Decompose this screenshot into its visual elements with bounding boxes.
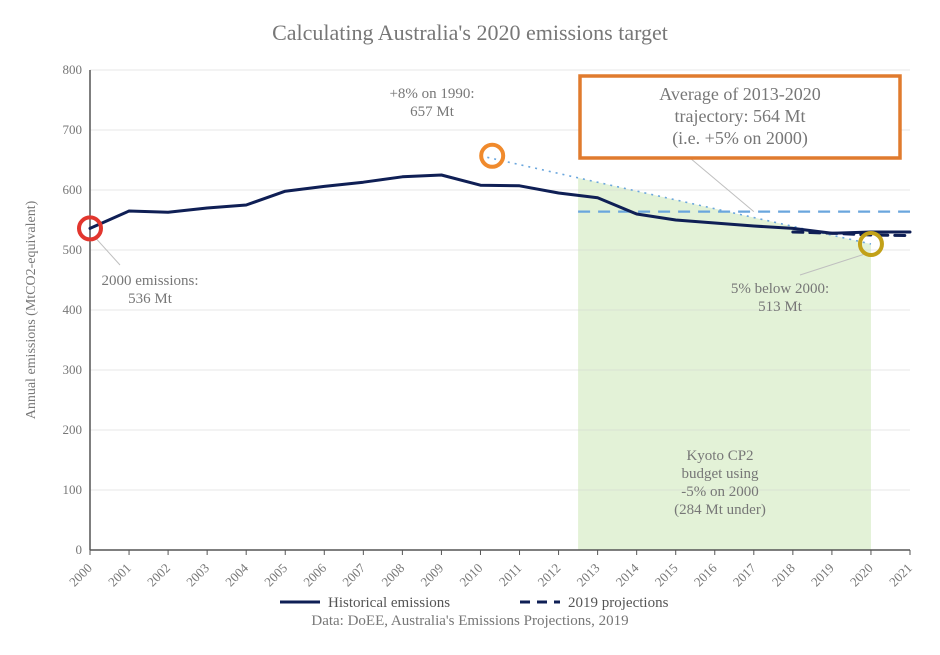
svg-text:+8% on 1990:: +8% on 1990:: [389, 86, 474, 102]
svg-text:800: 800: [63, 62, 83, 77]
svg-text:100: 100: [63, 482, 83, 497]
svg-text:536 Mt: 536 Mt: [128, 291, 173, 307]
svg-text:500: 500: [63, 242, 83, 257]
svg-text:300: 300: [63, 362, 83, 377]
svg-text:Kyoto CP2: Kyoto CP2: [686, 448, 753, 464]
svg-text:(i.e. +5% on 2000): (i.e. +5% on 2000): [672, 128, 808, 149]
svg-text:400: 400: [63, 302, 83, 317]
svg-text:trajectory: 564 Mt: trajectory: 564 Mt: [675, 106, 806, 126]
emissions-chart: 1002003004005006007008000200020012002200…: [0, 0, 940, 655]
svg-text:2019 projections: 2019 projections: [568, 595, 669, 611]
svg-text:Historical emissions: Historical emissions: [328, 595, 450, 611]
svg-text:5% below 2000:: 5% below 2000:: [731, 281, 829, 297]
svg-text:657 Mt: 657 Mt: [410, 104, 455, 120]
svg-text:budget using: budget using: [681, 466, 759, 482]
svg-text:700: 700: [63, 122, 83, 137]
svg-text:0: 0: [76, 542, 83, 557]
svg-text:Average of 2013-2020: Average of 2013-2020: [659, 84, 821, 104]
svg-text:513 Mt: 513 Mt: [758, 299, 803, 315]
svg-text:Annual emissions (MtCO2-equiva: Annual emissions (MtCO2-equivalent): [24, 200, 39, 419]
svg-text:200: 200: [63, 422, 83, 437]
svg-text:2000 emissions:: 2000 emissions:: [101, 273, 198, 289]
svg-text:600: 600: [63, 182, 83, 197]
svg-text:Calculating Australia's 2020 e: Calculating Australia's 2020 emissions t…: [272, 20, 668, 45]
chart-container: 1002003004005006007008000200020012002200…: [0, 0, 940, 655]
svg-text:Data: DoEE, Australia's Emissi: Data: DoEE, Australia's Emissions Projec…: [311, 613, 628, 629]
svg-text:-5% on 2000: -5% on 2000: [681, 484, 759, 500]
svg-text:(284 Mt under): (284 Mt under): [674, 502, 766, 518]
